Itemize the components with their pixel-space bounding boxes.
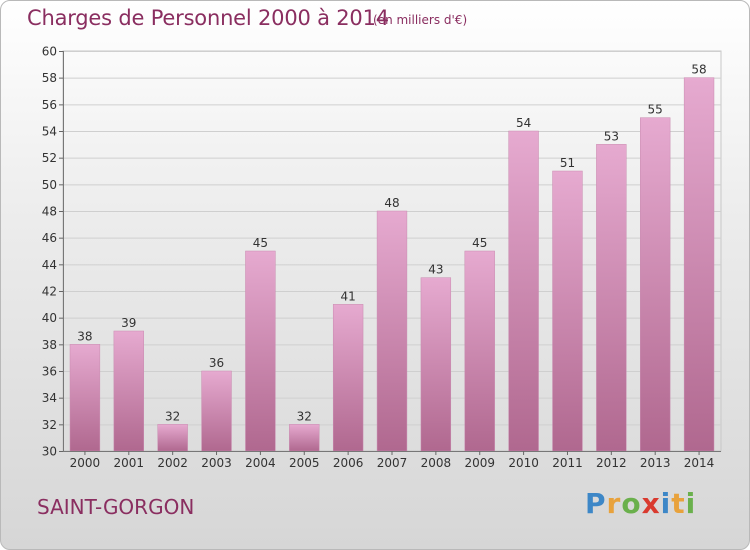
x-tick-label: 2009 (464, 456, 495, 470)
bar-2011[interactable] (552, 170, 583, 452)
data-label: 32 (165, 409, 180, 423)
bar-2007[interactable] (376, 210, 408, 452)
bar-2010[interactable] (508, 130, 539, 452)
data-label: 54 (516, 116, 531, 130)
logo-letter: i (660, 487, 672, 520)
y-tick-label: 52 (42, 151, 57, 165)
bar-2009[interactable] (464, 250, 495, 452)
data-label: 38 (77, 329, 92, 343)
data-label: 36 (209, 356, 224, 370)
y-tick-label: 54 (42, 125, 57, 139)
bars: 38 39 32 36 45 32 41 48 43 45 54 51 53 55 58 (69, 63, 715, 452)
y-tick-label: 34 (42, 391, 57, 405)
y-tick-label: 46 (42, 231, 57, 245)
proxiti-logo[interactable]: Proxiti (585, 487, 696, 520)
x-tick-label: 2003 (201, 456, 232, 470)
logo-letter: r (606, 487, 622, 520)
x-tick-label: 2014 (684, 456, 715, 470)
logo-letter: t (671, 487, 686, 520)
logo-letter: i (685, 487, 697, 520)
x-tick-label: 2005 (289, 456, 320, 470)
logo-letter: P (585, 487, 607, 520)
y-tick-label: 30 (42, 445, 57, 459)
bar-2003[interactable] (201, 370, 232, 452)
commune-name: SAINT-GORGON (37, 495, 195, 519)
logo-letter: x (641, 487, 661, 520)
logo-letter: o (621, 487, 642, 520)
x-tick-label: 2010 (508, 456, 539, 470)
y-tick-label: 48 (42, 205, 57, 219)
x-tick-label: 2004 (245, 456, 276, 470)
data-label: 48 (384, 196, 399, 210)
x-tick-label: 2008 (421, 456, 452, 470)
y-tick-label: 42 (42, 285, 57, 299)
y-tick-label: 36 (42, 365, 57, 379)
y-tick-label: 56 (42, 98, 57, 112)
chart-title: Charges de Personnel 2000 à 2014 (27, 6, 389, 30)
y-tick-label: 40 (42, 311, 57, 325)
data-label: 58 (691, 63, 706, 77)
data-label: 32 (297, 409, 312, 423)
axes: 30 32 34 36 38 40 42 44 46 48 50 52 54 56 58 60 2000 2001… (42, 45, 721, 470)
y-tick-label: 38 (42, 338, 57, 352)
chart-subtitle: (en milliers d'€) (373, 13, 468, 27)
bar-2002[interactable] (157, 424, 188, 452)
x-tick-label: 2011 (552, 456, 583, 470)
x-tick-label: 2012 (596, 456, 627, 470)
x-tick-label: 2007 (377, 456, 408, 470)
x-tick-label: 2006 (333, 456, 364, 470)
x-tick-label: 2000 (70, 456, 101, 470)
bar-2005[interactable] (289, 424, 320, 452)
y-tick-label: 58 (42, 71, 57, 85)
data-label: 55 (648, 103, 663, 117)
y-tick-label: 50 (42, 178, 57, 192)
bar-2008[interactable] (420, 277, 452, 452)
bar-2012[interactable] (596, 144, 627, 452)
bar-2004[interactable] (245, 250, 276, 452)
data-label: 43 (428, 263, 443, 277)
bar-2006[interactable] (332, 304, 364, 452)
y-tick-label: 32 (42, 418, 57, 432)
y-tick-label: 44 (42, 258, 57, 272)
x-tick-label: 2001 (114, 456, 145, 470)
data-label: 51 (560, 156, 575, 170)
data-label: 53 (604, 129, 619, 143)
x-tick-label: 2013 (640, 456, 671, 470)
data-label: 41 (340, 289, 355, 303)
y-tick-label: 60 (42, 45, 57, 59)
x-tick-label: 2002 (157, 456, 188, 470)
data-label: 45 (472, 236, 487, 250)
bar-2013[interactable] (640, 117, 671, 452)
bar-2014[interactable] (683, 77, 715, 452)
bar-2001[interactable] (113, 330, 144, 452)
bar-2000[interactable] (69, 344, 101, 452)
data-label: 45 (253, 236, 268, 250)
data-label: 39 (121, 316, 136, 330)
